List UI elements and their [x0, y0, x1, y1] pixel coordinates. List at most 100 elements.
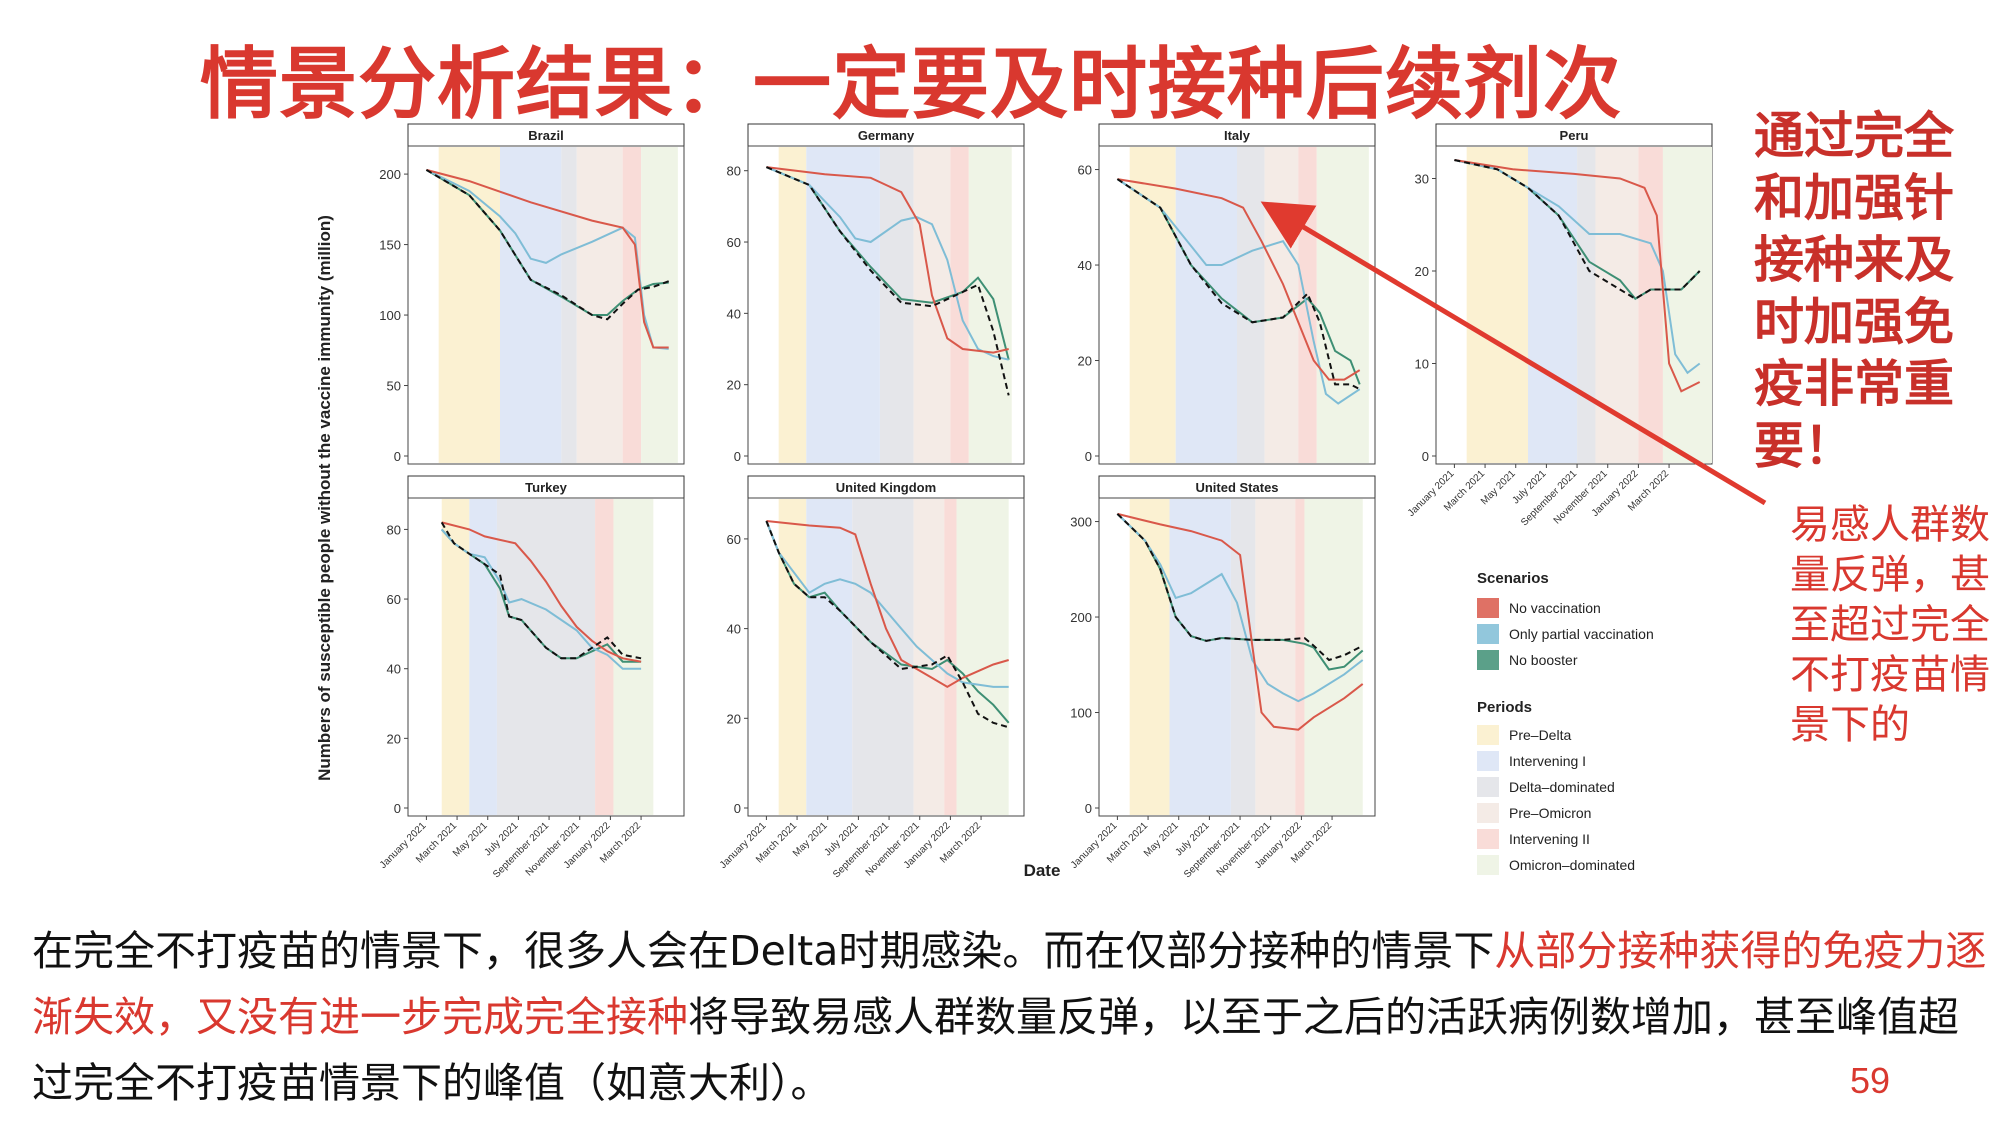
- period-band: [1595, 147, 1639, 463]
- legend-label: Omicron–dominated: [1509, 857, 1635, 873]
- period-band: [778, 147, 807, 463]
- y-tick-label: 200: [1070, 610, 1092, 625]
- panel-title: Turkey: [525, 480, 567, 495]
- legend-periods-title: Periods: [1477, 699, 1532, 716]
- line-no-vaccination: [1454, 159, 1701, 393]
- y-tick-label: 60: [727, 532, 741, 547]
- line-dashed-reference: [425, 169, 670, 321]
- line-no-vaccination: [441, 521, 642, 663]
- panel-brazil: Brazil 0 50 100 150 200: [379, 123, 685, 465]
- y-tick-label: 300: [1070, 515, 1092, 530]
- period-band: [1316, 147, 1369, 463]
- period-band: [1255, 499, 1296, 815]
- legend-label: Intervening II: [1509, 831, 1590, 847]
- body-text-part1: 在完全不打疫苗的情景下，很多人会在Delta时期感染。而在仅部分接种的情景下: [32, 927, 1495, 975]
- period-band: [879, 147, 914, 463]
- line-partial-vaccination: [1116, 513, 1364, 703]
- legend-swatch: [1477, 777, 1499, 797]
- legend-swatch: [1477, 624, 1499, 644]
- period-band: [438, 147, 500, 463]
- y-tick-label: 80: [387, 522, 401, 537]
- legend-label: Intervening I: [1509, 753, 1586, 769]
- panel-title: United Kingdom: [836, 480, 936, 495]
- y-tick-label: 40: [387, 662, 401, 677]
- panel-italy: Italy 0 20 40 60: [1078, 123, 1376, 465]
- line-dashed-reference: [1116, 513, 1364, 662]
- legend-swatch: [1477, 855, 1499, 875]
- y-tick-label: 60: [1078, 163, 1092, 178]
- period-band: [852, 499, 914, 815]
- y-tick-label: 20: [1078, 354, 1092, 369]
- y-tick-label: 40: [727, 622, 741, 637]
- body-text-part2: 将导致易感人群数量反弹，以至于之后的活跃病例数增加，甚至峰值超过完全不打疫苗情景…: [32, 993, 1959, 1107]
- body-paragraph: 在完全不打疫苗的情景下，很多人会在Delta时期感染。而在仅部分接种的情景下从部…: [32, 918, 1987, 1116]
- y-tick-label: 40: [727, 306, 741, 321]
- line-no-vaccination: [1117, 178, 1361, 381]
- period-band: [1169, 499, 1231, 815]
- y-tick-label: 200: [379, 167, 401, 182]
- line-dashed-reference: [1116, 178, 1361, 391]
- line-no-vaccination: [1117, 512, 1364, 731]
- y-tick-label: 30: [1415, 172, 1429, 187]
- legend-swatch: [1477, 725, 1499, 745]
- period-band: [1577, 147, 1596, 463]
- period-band: [956, 499, 1009, 815]
- line-no-vaccination: [426, 168, 669, 349]
- legend-label: Only partial vaccination: [1509, 626, 1654, 642]
- x-tick-label: November 2021: [524, 820, 582, 878]
- period-band: [968, 147, 1012, 463]
- x-tick-label: September 2021: [1182, 820, 1242, 880]
- period-band: [1264, 147, 1299, 463]
- y-tick-label: 0: [734, 449, 741, 464]
- y-tick-label: 0: [394, 801, 401, 816]
- period-band: [1237, 147, 1265, 463]
- period-band: [576, 147, 623, 463]
- y-tick-label: 20: [1415, 264, 1429, 279]
- period-band: [622, 147, 642, 463]
- y-tick-label: 20: [387, 731, 401, 746]
- y-tick-label: 80: [727, 164, 741, 179]
- legend-label: Delta–dominated: [1509, 779, 1615, 795]
- period-band: [778, 499, 807, 815]
- period-band: [441, 499, 470, 815]
- callout-bold-note: 通过完全和加强针接种来及时加强免疫非常重要！: [1754, 107, 1954, 475]
- x-tick-label: November 2021: [864, 820, 922, 878]
- y-tick-label: 0: [1085, 801, 1092, 816]
- y-axis-label: Numbers of susceptible people without th…: [315, 215, 334, 781]
- callout-arrow: [1260, 201, 1767, 506]
- y-tick-label: 60: [727, 235, 741, 250]
- page-number: 59: [1850, 1060, 1891, 1101]
- legend-swatch: [1477, 829, 1499, 849]
- callout-small-note: 易感人群数量反弹，甚至超过完全不打疫苗情景下的: [1790, 502, 1990, 748]
- period-band: [500, 147, 562, 463]
- legend-label: Pre–Delta: [1509, 727, 1571, 743]
- period-band: [1129, 147, 1176, 463]
- line-partial-vaccination: [765, 520, 1009, 688]
- x-tick-label: September 2021: [1519, 468, 1579, 528]
- y-tick-label: 50: [387, 379, 401, 394]
- period-band: [1129, 499, 1170, 815]
- period-band: [595, 499, 614, 815]
- y-tick-label: 100: [1070, 706, 1092, 721]
- y-tick-label: 0: [734, 801, 741, 816]
- y-tick-label: 40: [1078, 258, 1092, 273]
- line-dashed-reference: [1454, 159, 1701, 300]
- x-tick-label: September 2021: [831, 820, 891, 880]
- period-band: [1662, 147, 1712, 463]
- period-band: [561, 147, 577, 463]
- legend-label: No vaccination: [1509, 600, 1601, 616]
- period-band: [1528, 147, 1578, 463]
- y-tick-label: 60: [387, 592, 401, 607]
- panel-title: United States: [1195, 480, 1278, 495]
- y-tick-label: 0: [394, 449, 401, 464]
- y-tick-label: 100: [379, 308, 401, 323]
- legend-label: No booster: [1509, 652, 1578, 668]
- panel-title: Germany: [858, 128, 915, 143]
- period-band: [1295, 499, 1305, 815]
- x-axis-label: Date: [1024, 861, 1061, 880]
